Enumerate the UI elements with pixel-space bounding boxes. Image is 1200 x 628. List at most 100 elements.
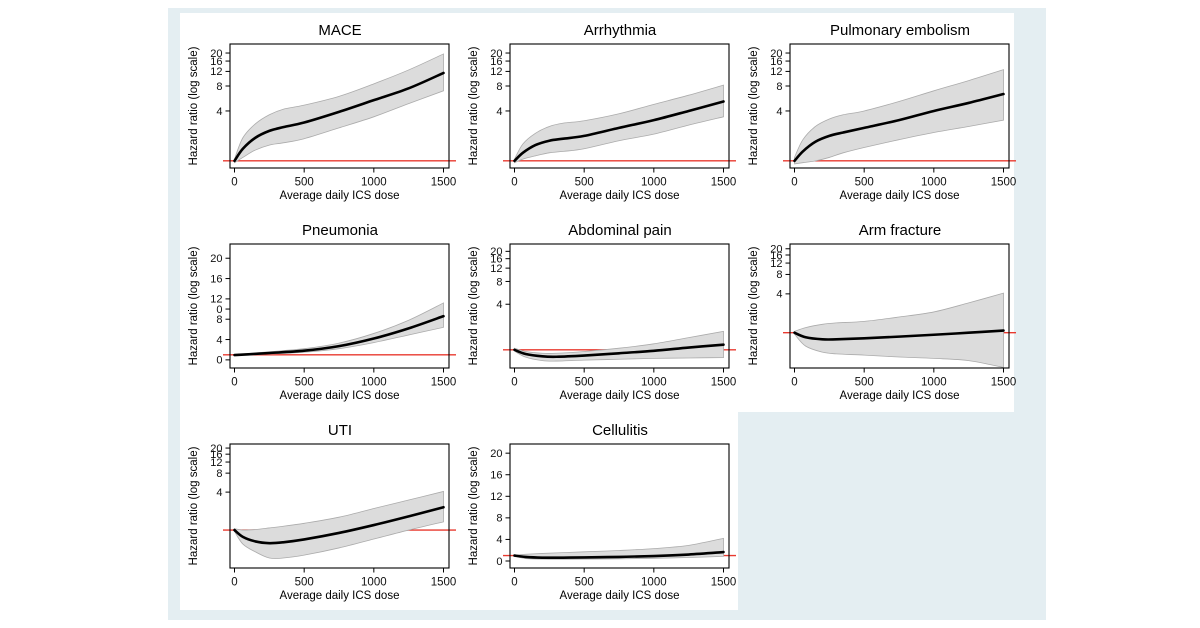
svg-text:16: 16 bbox=[210, 273, 222, 285]
svg-text:20: 20 bbox=[490, 48, 502, 60]
svg-text:12: 12 bbox=[490, 263, 502, 275]
chart-uti: 4 8 12 16 20 0 500 1000 1500 UTI Hazard ratio (l… bbox=[180, 412, 460, 612]
chart-title: Arrhythmia bbox=[583, 22, 657, 39]
svg-text:12: 12 bbox=[210, 294, 222, 306]
svg-text:16: 16 bbox=[490, 470, 502, 482]
svg-text:0: 0 bbox=[231, 377, 237, 389]
svg-text:16: 16 bbox=[490, 253, 502, 265]
chart-title: Cellulitis bbox=[592, 422, 648, 439]
y-axis-label: Hazard ratio (log scale) bbox=[468, 246, 480, 366]
chart-title: MACE bbox=[318, 22, 362, 39]
svg-text:4: 4 bbox=[496, 106, 502, 118]
svg-text:20: 20 bbox=[210, 48, 222, 60]
svg-text:8: 8 bbox=[776, 269, 782, 281]
y-axis-label: Hazard ratio (log scale) bbox=[188, 446, 200, 566]
svg-text:20: 20 bbox=[210, 443, 222, 455]
svg-text:0: 0 bbox=[511, 177, 517, 189]
svg-text:1500: 1500 bbox=[711, 577, 737, 589]
svg-text:500: 500 bbox=[575, 177, 594, 189]
y-axis-label: Hazard ratio (log scale) bbox=[188, 246, 200, 366]
svg-text:16: 16 bbox=[490, 56, 502, 68]
svg-text:1500: 1500 bbox=[991, 377, 1017, 389]
chart-arm-fracture: 4 8 12 16 20 0 500 1000 1500 Arm fracture Hazard… bbox=[740, 212, 1020, 412]
svg-text:500: 500 bbox=[855, 177, 874, 189]
svg-text:12: 12 bbox=[210, 66, 222, 78]
svg-text:16: 16 bbox=[210, 449, 222, 461]
svg-text:12: 12 bbox=[210, 457, 222, 469]
svg-text:4: 4 bbox=[776, 289, 782, 301]
chart-pneumonia: 0 4 8 0 12 16 20 0 500 1000 1500 Pneumonia Hazard … bbox=[180, 212, 460, 412]
svg-text:1000: 1000 bbox=[921, 177, 947, 189]
x-axis-label: Average daily ICS dose bbox=[279, 190, 400, 202]
x-axis-label: Average daily ICS dose bbox=[559, 190, 680, 202]
svg-text:8: 8 bbox=[216, 468, 222, 480]
svg-text:0: 0 bbox=[791, 377, 797, 389]
x-axis-label: Average daily ICS dose bbox=[839, 190, 960, 202]
svg-text:1000: 1000 bbox=[921, 377, 947, 389]
y-axis-label: Hazard ratio (log scale) bbox=[748, 46, 760, 166]
x-axis-label: Average daily ICS dose bbox=[279, 590, 400, 602]
svg-text:20: 20 bbox=[210, 253, 222, 265]
y-axis-label: Hazard ratio (log scale) bbox=[468, 446, 480, 566]
figure-area-bottom bbox=[180, 412, 738, 610]
y-axis-label: Hazard ratio (log scale) bbox=[188, 46, 200, 166]
y-axis-label: Hazard ratio (log scale) bbox=[468, 46, 480, 166]
svg-text:16: 16 bbox=[770, 250, 782, 262]
chart-cellulitis: 0 4 8 12 16 20 0 500 1000 1500 Cellulitis Hazard … bbox=[460, 412, 740, 612]
svg-text:1000: 1000 bbox=[361, 377, 387, 389]
svg-text:4: 4 bbox=[776, 106, 782, 118]
svg-text:0: 0 bbox=[511, 577, 517, 589]
chart-title: Arm fracture bbox=[858, 222, 942, 239]
svg-text:0: 0 bbox=[216, 355, 222, 367]
svg-text:12: 12 bbox=[490, 491, 502, 503]
svg-text:500: 500 bbox=[855, 377, 874, 389]
svg-text:1500: 1500 bbox=[991, 177, 1017, 189]
svg-text:12: 12 bbox=[770, 258, 782, 270]
svg-text:500: 500 bbox=[575, 577, 594, 589]
svg-text:12: 12 bbox=[490, 66, 502, 78]
svg-text:4: 4 bbox=[216, 334, 222, 346]
svg-text:1000: 1000 bbox=[641, 577, 667, 589]
svg-text:8: 8 bbox=[216, 81, 222, 93]
x-axis-label: Average daily ICS dose bbox=[559, 590, 680, 602]
y-axis-label: Hazard ratio (log scale) bbox=[748, 246, 760, 366]
chart-pulmonary-embolism: 4 8 12 16 20 0 500 1000 1500 Pulmonary embolism … bbox=[740, 12, 1020, 212]
svg-text:0: 0 bbox=[791, 177, 797, 189]
svg-text:16: 16 bbox=[210, 56, 222, 68]
chart-title: Pulmonary embolism bbox=[829, 22, 971, 39]
x-axis-label: Average daily ICS dose bbox=[559, 390, 680, 402]
svg-text:1500: 1500 bbox=[431, 177, 457, 189]
svg-text:1000: 1000 bbox=[641, 377, 667, 389]
svg-text:1500: 1500 bbox=[711, 177, 737, 189]
svg-text:1000: 1000 bbox=[641, 177, 667, 189]
svg-text:16: 16 bbox=[770, 56, 782, 68]
svg-text:8: 8 bbox=[776, 81, 782, 93]
svg-text:1500: 1500 bbox=[431, 577, 457, 589]
svg-text:500: 500 bbox=[295, 577, 314, 589]
svg-text:20: 20 bbox=[770, 48, 782, 60]
svg-text:20: 20 bbox=[490, 448, 502, 460]
svg-text:4: 4 bbox=[496, 534, 502, 546]
svg-text:0: 0 bbox=[496, 556, 502, 568]
svg-text:4: 4 bbox=[216, 106, 222, 118]
svg-text:500: 500 bbox=[295, 177, 314, 189]
chart-title: Abdominal pain bbox=[568, 222, 672, 239]
svg-text:500: 500 bbox=[295, 377, 314, 389]
svg-text:0: 0 bbox=[231, 577, 237, 589]
plot-cellulitis: 0 4 8 12 16 20 0 500 1000 1500 bbox=[490, 443, 737, 589]
svg-text:1000: 1000 bbox=[361, 177, 387, 189]
svg-text:0: 0 bbox=[231, 177, 237, 189]
chart-title: UTI bbox=[327, 422, 353, 439]
svg-text:500: 500 bbox=[575, 377, 594, 389]
svg-text:4: 4 bbox=[216, 487, 222, 499]
svg-text:8: 8 bbox=[496, 513, 502, 525]
svg-text:20: 20 bbox=[490, 246, 502, 258]
chart-title: Pneumonia bbox=[302, 222, 378, 239]
